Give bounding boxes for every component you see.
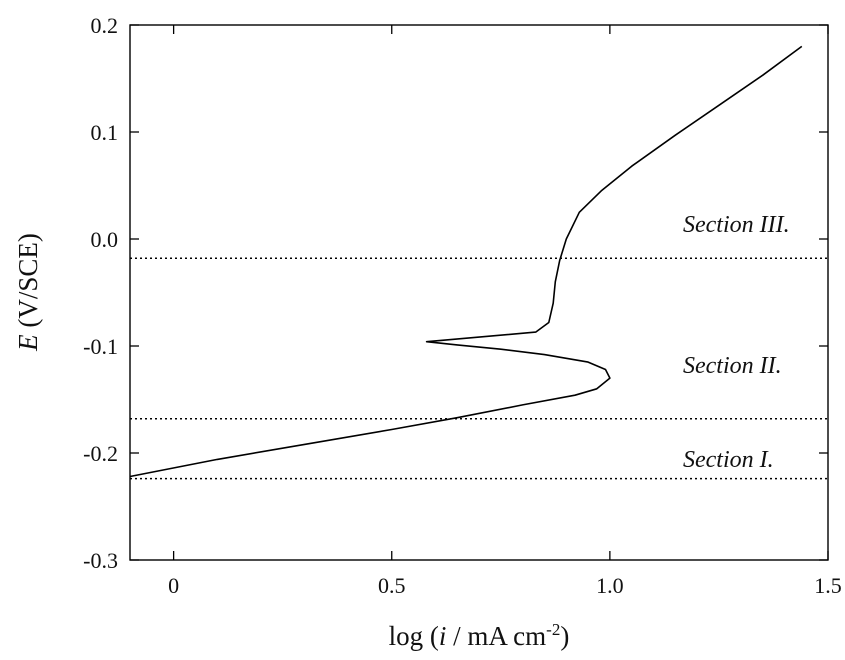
section-ii-label: Section II. [683,353,782,379]
x-tick-label: 1.5 [814,573,842,598]
x-axis-title: log (i / mA cm-2) [389,620,570,651]
y-tick-label: -0.1 [83,334,118,359]
y-tick-label: 0.1 [91,120,119,145]
section-i-label: Section I. [683,447,774,473]
x-axis: 0 0.5 1.0 1.5 [168,25,842,598]
y-tick-label: -0.2 [83,441,118,466]
x-tick-label: 0 [168,573,179,598]
plot-frame [129,24,829,561]
y-tick-label: 0.0 [91,227,119,252]
y-axis-title: E (V/SCE) [13,233,43,352]
plot-content [129,45,828,480]
x-tick-label: 0.5 [378,573,406,598]
x-tick-label: 1.0 [596,573,624,598]
section-iii-label: Section III. [683,212,790,238]
y-axis: -0.3 -0.2 -0.1 0.0 0.1 0.2 [83,13,828,573]
polarization-curve [129,45,803,478]
y-tick-label: 0.2 [91,13,119,38]
y-tick-label: -0.3 [83,548,118,573]
